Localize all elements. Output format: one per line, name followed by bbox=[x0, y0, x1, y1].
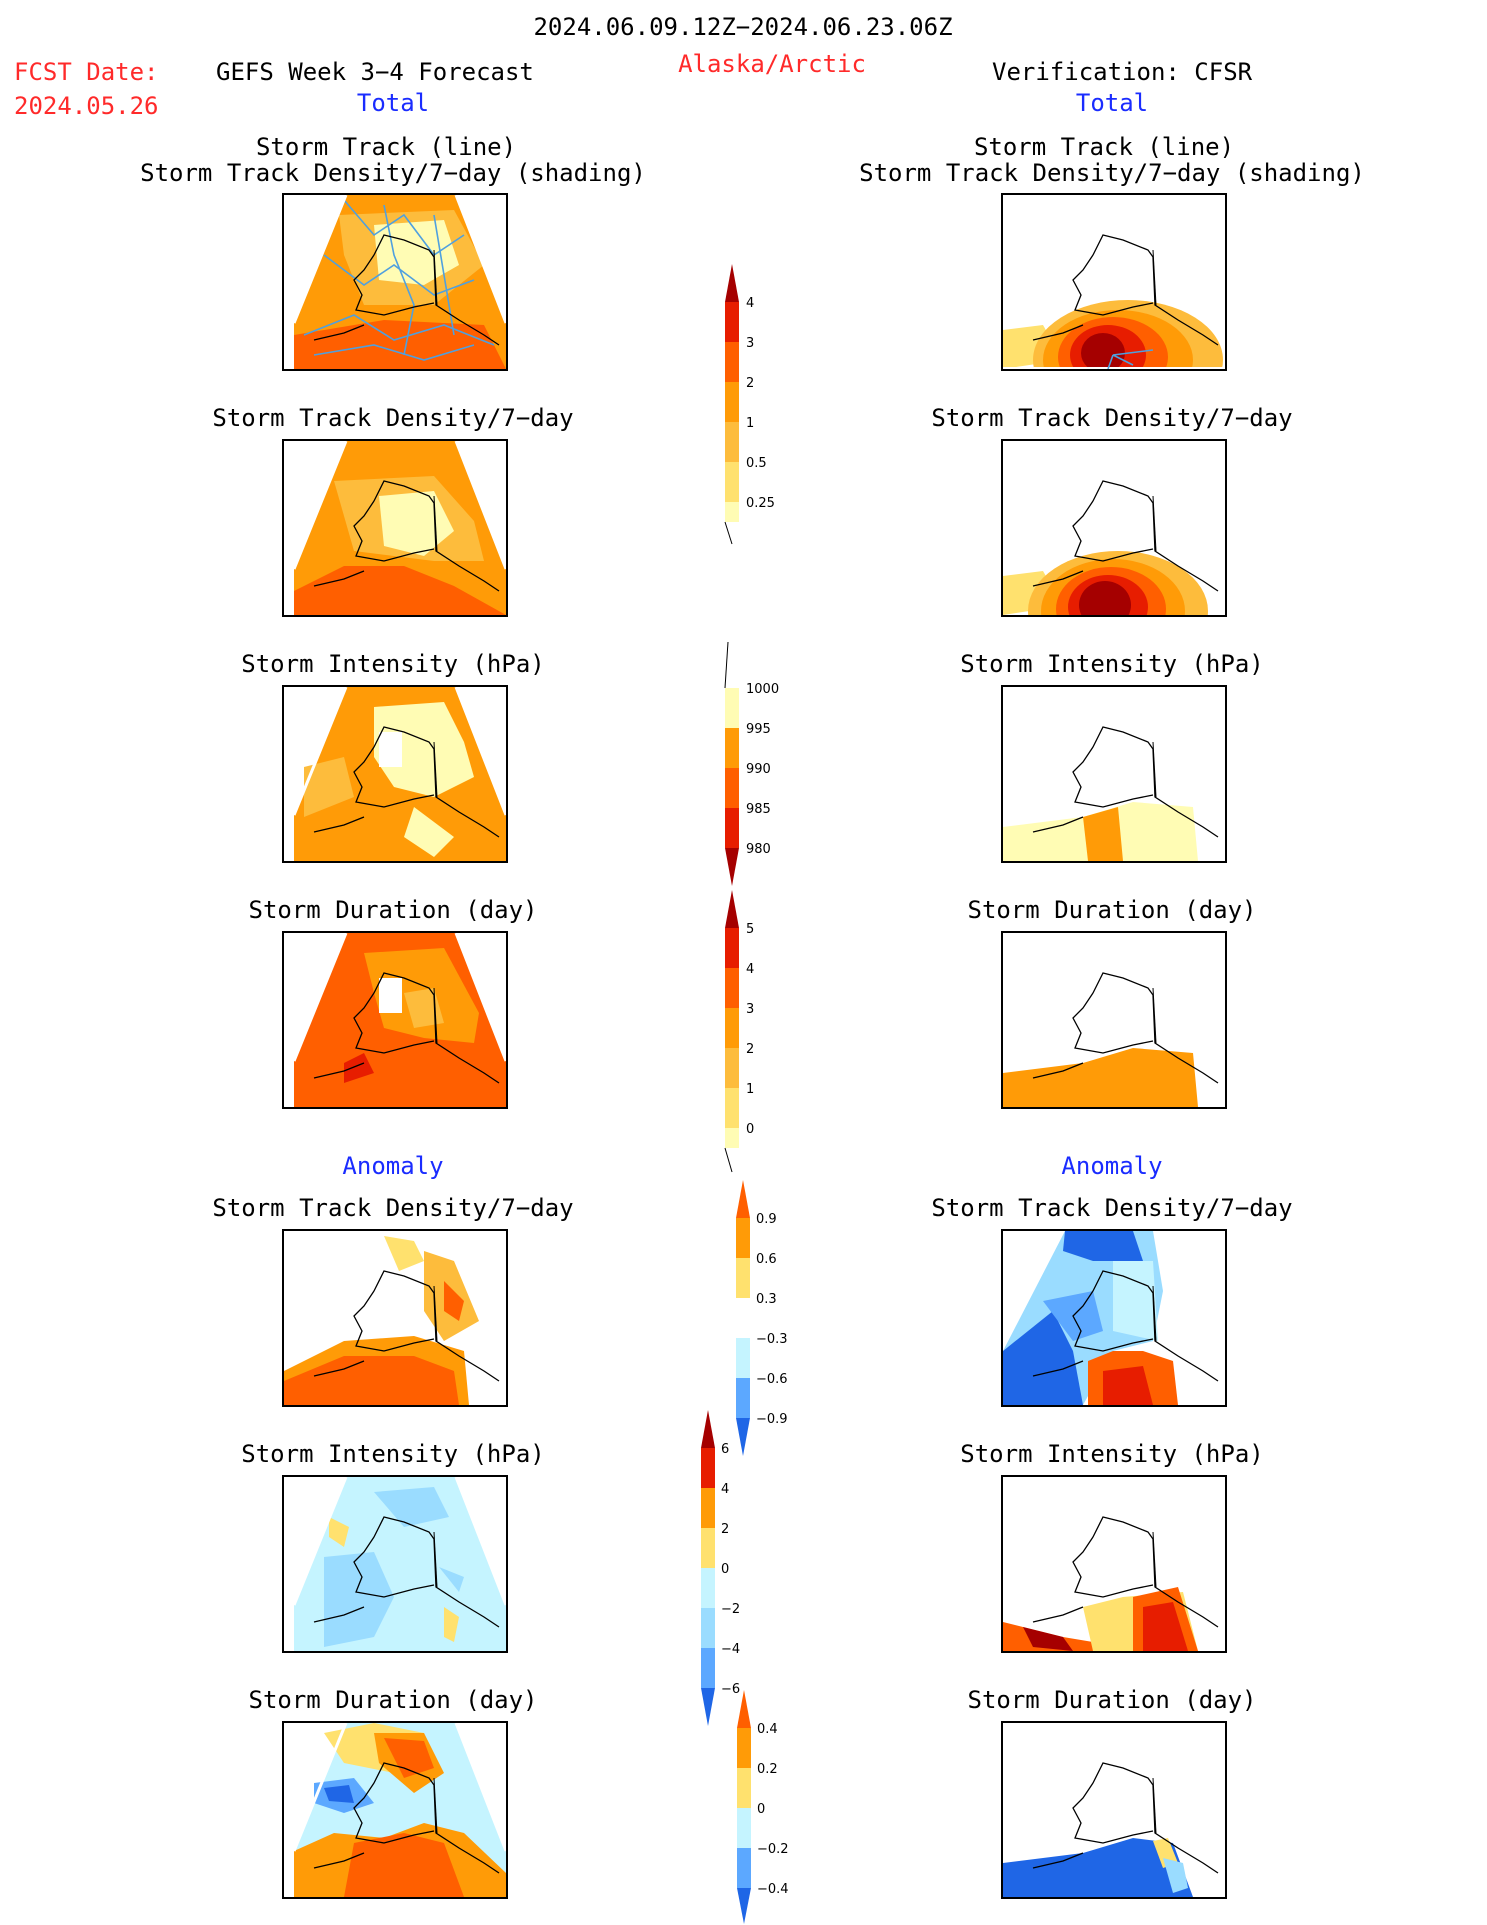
verification-label: Verification: CFSR bbox=[992, 58, 1253, 86]
cbar-density-anom-0-3: 0.3 bbox=[756, 1292, 777, 1307]
cbar-intensity-anom-4: 4 bbox=[721, 1482, 729, 1497]
colorbar-duration-total: 5 4 3 2 1 0 bbox=[724, 890, 754, 1173]
title-density-right: Storm Track Density/7−day bbox=[931, 404, 1293, 432]
cbar-duration-anom-0: 0 bbox=[757, 1802, 765, 1817]
cbar-density-anom-0-6: 0.6 bbox=[756, 1252, 777, 1267]
cbar-duration-anom-0-4: 0.4 bbox=[757, 1722, 778, 1737]
map-intensity-total-forecast bbox=[282, 685, 508, 863]
title-intensity-left: Storm Intensity (hPa) bbox=[241, 650, 545, 678]
total-label-right: Total bbox=[1075, 89, 1149, 117]
colorbar-duration-anomaly: 0.4 0.2 0 −0.2 −0.4 bbox=[737, 1690, 789, 1924]
total-label-left: Total bbox=[356, 89, 430, 117]
cbar-intensity-total-1000: 1000 bbox=[746, 682, 779, 697]
cbar-duration-total-1: 1 bbox=[746, 1082, 754, 1097]
map-intensity-total-verification bbox=[1001, 685, 1227, 863]
cbar-intensity-anom-0: 0 bbox=[721, 1562, 729, 1577]
title-intensity-anom-left: Storm Intensity (hPa) bbox=[241, 1440, 545, 1468]
cbar-intensity-total-985: 985 bbox=[746, 802, 771, 817]
title-track-line-right: Storm Track (line) bbox=[973, 133, 1235, 161]
title-intensity-right: Storm Intensity (hPa) bbox=[960, 650, 1264, 678]
map-density-anomaly-forecast bbox=[282, 1229, 508, 1407]
cbar-duration-anom-0-2: 0.2 bbox=[757, 1762, 778, 1777]
cbar-intensity-anom-2: 2 bbox=[721, 1522, 729, 1537]
cbar-duration-anom-neg-0-4: −0.4 bbox=[757, 1882, 789, 1897]
cbar-intensity-total-995: 995 bbox=[746, 722, 771, 737]
cbar-intensity-anom-neg-6: −6 bbox=[721, 1682, 740, 1697]
title-duration-right: Storm Duration (day) bbox=[967, 896, 1257, 924]
cbar-duration-total-3: 3 bbox=[746, 1002, 754, 1017]
cbar-density-anom-neg-0-3: −0.3 bbox=[756, 1332, 788, 1347]
cbar-duration-total-4: 4 bbox=[746, 962, 754, 977]
map-track-total-verification bbox=[1001, 193, 1227, 371]
cbar-duration-total-2: 2 bbox=[746, 1042, 754, 1057]
anomaly-label-left: Anomaly bbox=[342, 1152, 444, 1180]
cbar-density-anom-neg-0-9: −0.9 bbox=[756, 1412, 788, 1427]
map-intensity-anomaly-forecast bbox=[282, 1475, 508, 1653]
map-density-total-verification bbox=[1001, 439, 1227, 617]
cbar-density-total-1: 1 bbox=[746, 416, 754, 431]
cbar-density-anom-0-9: 0.9 bbox=[756, 1212, 777, 1227]
title-density-anom-left: Storm Track Density/7−day bbox=[212, 1194, 574, 1222]
map-intensity-anomaly-verification bbox=[1001, 1475, 1227, 1653]
map-duration-anomaly-verification bbox=[1001, 1721, 1227, 1899]
cbar-intensity-anom-neg-2: −2 bbox=[721, 1602, 740, 1617]
title-track-line-left: Storm Track (line) bbox=[255, 133, 517, 161]
cbar-intensity-total-990: 990 bbox=[746, 762, 771, 777]
title-duration-anom-left: Storm Duration (day) bbox=[248, 1686, 538, 1714]
title-density-left: Storm Track Density/7−day bbox=[212, 404, 574, 432]
title-duration-anom-right: Storm Duration (day) bbox=[967, 1686, 1257, 1714]
map-density-anomaly-verification bbox=[1001, 1229, 1227, 1407]
title-density-anom-right: Storm Track Density/7−day bbox=[931, 1194, 1293, 1222]
fcst-label: FCST Date: bbox=[14, 58, 159, 86]
cbar-duration-total-5: 5 bbox=[746, 922, 754, 937]
cbar-intensity-total-980: 980 bbox=[746, 842, 771, 857]
title-duration-left: Storm Duration (day) bbox=[248, 896, 538, 924]
map-track-total-forecast bbox=[282, 193, 508, 371]
cbar-density-total-0-5: 0.5 bbox=[746, 456, 767, 471]
cbar-intensity-anom-6: 6 bbox=[721, 1442, 729, 1457]
colorbar-density-anomaly: 0.9 0.6 0.3 −0.3 −0.6 −0.9 bbox=[736, 1180, 788, 1456]
title-intensity-anom-right: Storm Intensity (hPa) bbox=[960, 1440, 1264, 1468]
cbar-density-total-3: 3 bbox=[746, 336, 754, 351]
cbar-duration-total-0: 0 bbox=[746, 1122, 754, 1137]
cbar-density-anom-neg-0-6: −0.6 bbox=[756, 1372, 788, 1387]
anomaly-label-right: Anomaly bbox=[1061, 1152, 1163, 1180]
forecast-title: GEFS Week 3−4 Forecast bbox=[216, 58, 534, 86]
map-duration-total-forecast bbox=[282, 931, 508, 1109]
colorbar-intensity-total: 1000 995 990 985 980 bbox=[724, 642, 779, 886]
title-track-shading-left: Storm Track Density/7−day (shading) bbox=[140, 159, 646, 187]
map-density-total-forecast bbox=[282, 439, 508, 617]
map-duration-total-verification bbox=[1001, 931, 1227, 1109]
cbar-intensity-anom-neg-4: −4 bbox=[721, 1642, 740, 1657]
fcst-date: 2024.05.26 bbox=[14, 92, 159, 120]
map-duration-anomaly-forecast bbox=[282, 1721, 508, 1899]
cbar-density-total-4: 4 bbox=[746, 296, 754, 311]
title-track-shading-right: Storm Track Density/7−day (shading) bbox=[859, 159, 1365, 187]
date-range: 2024.06.09.12Z−2024.06.23.06Z bbox=[533, 13, 953, 41]
colorbar-density-total: 4 3 2 1 0.5 0.25 bbox=[724, 264, 775, 545]
cbar-density-total-0-25: 0.25 bbox=[746, 496, 775, 511]
region-label: Alaska/Arctic bbox=[678, 50, 866, 78]
cbar-density-total-2: 2 bbox=[746, 376, 754, 391]
colorbar-intensity-anomaly: 6 4 2 0 −2 −4 −6 bbox=[701, 1410, 740, 1726]
cbar-duration-anom-neg-0-2: −0.2 bbox=[757, 1842, 789, 1857]
